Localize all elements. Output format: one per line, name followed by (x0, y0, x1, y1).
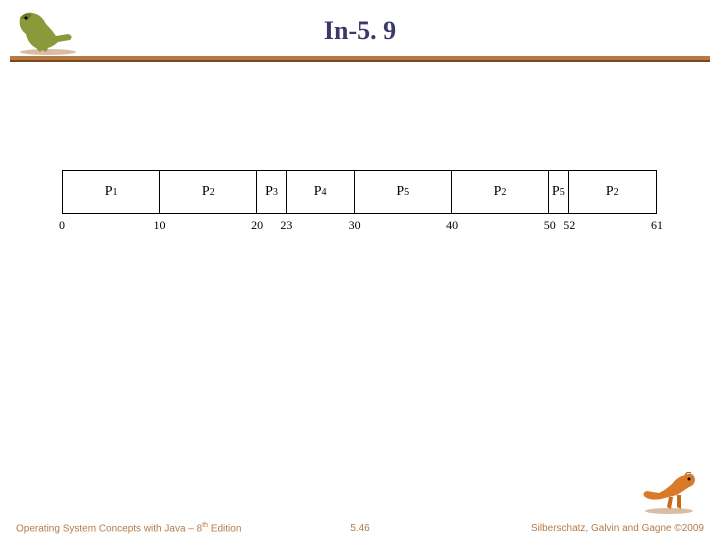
gantt-segment: P2 (452, 171, 549, 213)
gantt-segment: P2 (160, 171, 257, 213)
gantt-tick: 23 (280, 218, 292, 233)
segment-sub: 2 (614, 187, 619, 198)
segment-label: P (314, 184, 322, 200)
gantt-tick: 0 (59, 218, 65, 233)
segment-sub: 2 (210, 187, 215, 198)
gantt-segment: P5 (355, 171, 452, 213)
gantt-tick: 40 (446, 218, 458, 233)
gantt-tick: 10 (154, 218, 166, 233)
segment-label: P (552, 184, 560, 200)
segment-sub: 1 (113, 187, 118, 198)
segment-sub: 4 (322, 187, 327, 198)
segment-label: P (105, 184, 113, 200)
slide-title: In-5. 9 (0, 0, 720, 46)
footer-copyright: Silberschatz, Galvin and Gagne ©2009 (531, 523, 704, 534)
segment-label: P (202, 184, 210, 200)
footer-book-prefix: Operating System Concepts with Java – 8 (16, 523, 202, 534)
footer-page-number: 5.46 (350, 523, 369, 534)
segment-label: P (494, 184, 502, 200)
gantt-bar: P1P2P3P4P5P2P5P2 (62, 170, 657, 214)
segment-label: P (606, 184, 614, 200)
segment-label: P (396, 184, 404, 200)
segment-label: P (265, 184, 273, 200)
gantt-segment: P2 (569, 171, 657, 213)
footer-left-text: Operating System Concepts with Java – 8t… (16, 522, 241, 534)
gantt-segment: P1 (63, 171, 160, 213)
gantt-tick: 50 (544, 218, 556, 233)
gantt-tick: 30 (349, 218, 361, 233)
segment-sub: 2 (501, 187, 506, 198)
gantt-tick: 61 (651, 218, 663, 233)
gantt-segment: P5 (549, 171, 568, 213)
dinosaur-logo-left (8, 6, 88, 56)
gantt-tick: 52 (563, 218, 575, 233)
segment-sub: 5 (404, 187, 409, 198)
slide-header: In-5. 9 (0, 0, 720, 70)
gantt-chart: P1P2P3P4P5P2P5P2 01020233040505261 (62, 170, 657, 238)
gantt-tick: 20 (251, 218, 263, 233)
gantt-segment: P4 (287, 171, 355, 213)
segment-sub: 5 (560, 187, 565, 198)
divider-bottom (10, 60, 710, 62)
gantt-time-axis: 01020233040505261 (62, 218, 657, 238)
dinosaur-logo-right (637, 467, 702, 515)
segment-sub: 3 (273, 187, 278, 198)
slide-footer: Operating System Concepts with Java – 8t… (0, 522, 720, 534)
footer-book-suffix: Edition (208, 523, 241, 534)
gantt-segment: P3 (257, 171, 286, 213)
